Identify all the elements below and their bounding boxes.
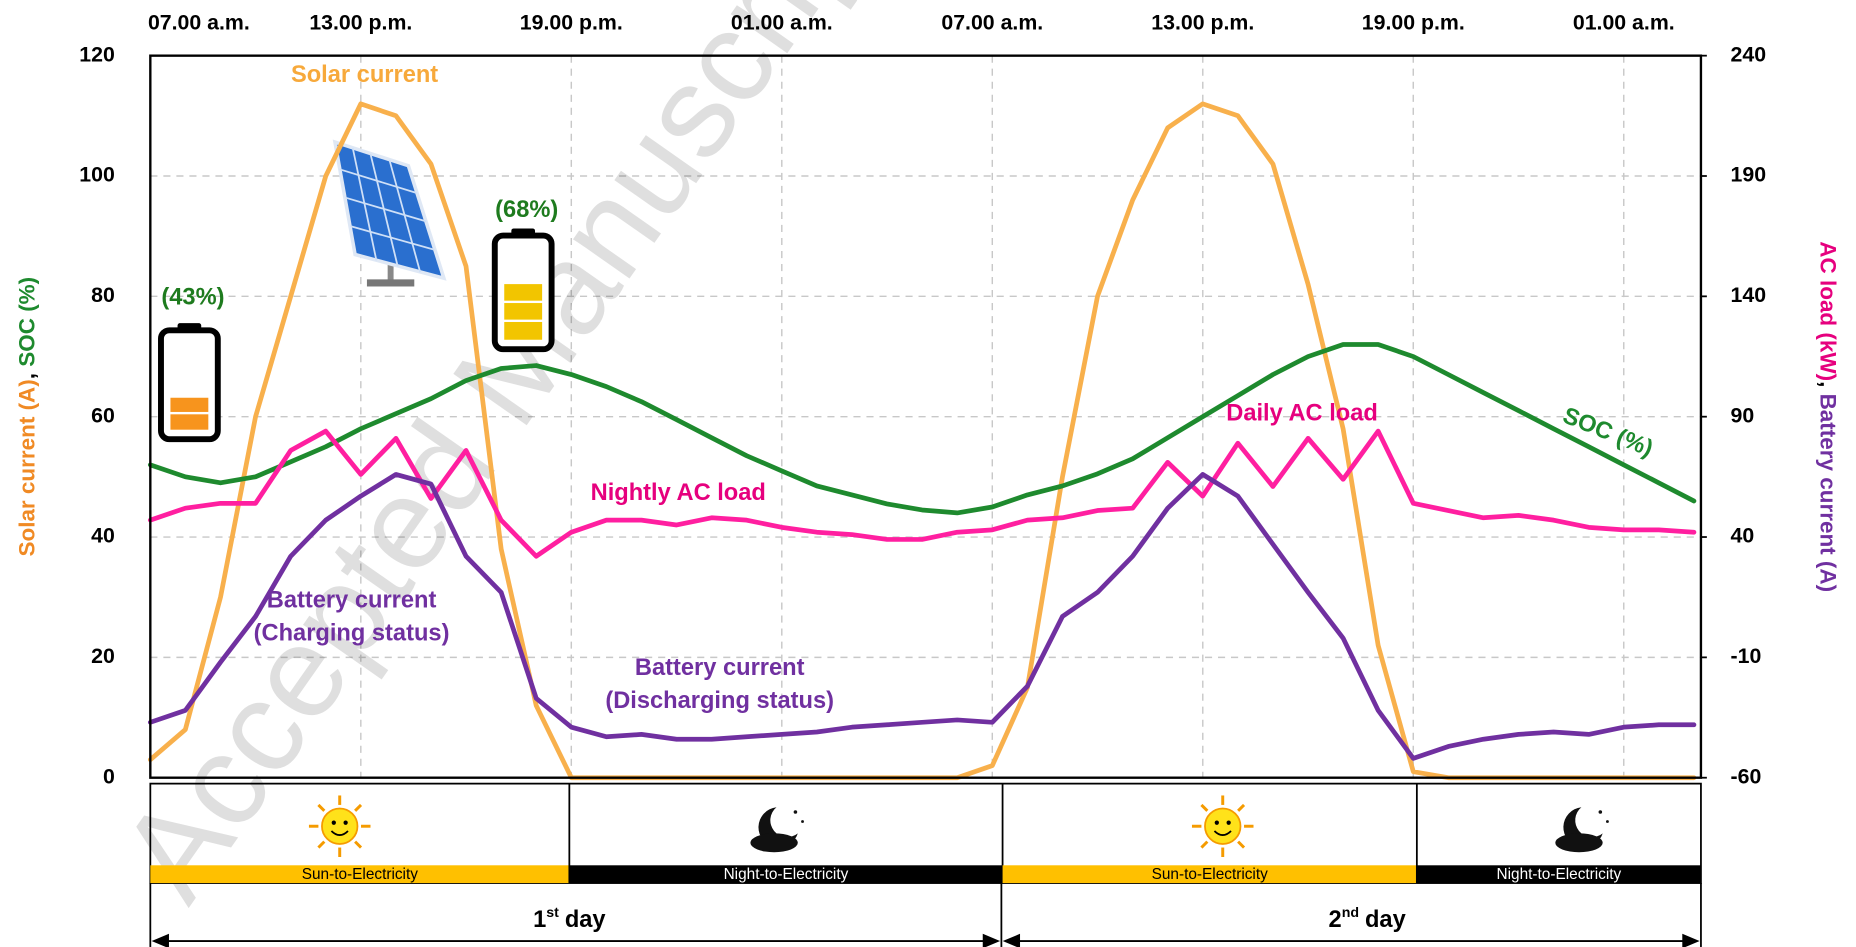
x-tick-label: 19.00 p.m. xyxy=(520,10,623,34)
axis-title-part: , xyxy=(1815,381,1840,393)
y2-tick-label: 190 xyxy=(1731,163,1767,187)
y2-tick-label: 240 xyxy=(1731,42,1767,66)
day-label-part: st xyxy=(546,905,559,921)
annotation: Nightly AC load xyxy=(591,480,766,506)
axis-title-part: , xyxy=(14,367,39,379)
y2-tick-label: -10 xyxy=(1731,644,1762,668)
annotation: (Charging status) xyxy=(254,621,450,647)
y-tick-label: 60 xyxy=(91,403,115,427)
day-label-part: 1 xyxy=(533,907,546,933)
day-label-part: day xyxy=(565,907,607,933)
axis-title: AC load (kW), Battery current (A) xyxy=(1815,241,1840,592)
phase-label: Night-to-Electricity xyxy=(724,866,849,883)
y-tick-label: 20 xyxy=(91,644,115,668)
day-label-part: nd xyxy=(1342,905,1359,921)
y-tick-label: 40 xyxy=(91,524,115,548)
annotation: (Discharging status) xyxy=(605,688,834,714)
x-tick-label: 19.00 p.m. xyxy=(1362,10,1465,34)
y2-tick-label: 140 xyxy=(1731,283,1767,307)
phase-label: Night-to-Electricity xyxy=(1497,866,1622,883)
annotation: Battery current xyxy=(267,588,437,614)
battery-icon xyxy=(495,228,552,349)
annotation: Solar current xyxy=(291,62,438,88)
x-tick-label: 07.00 a.m. xyxy=(941,10,1043,34)
annotation: (43%) xyxy=(161,285,224,311)
y2-tick-label: -60 xyxy=(1731,764,1762,788)
phase-label: Sun-to-Electricity xyxy=(302,866,419,883)
axis-title-part: Solar current (A) xyxy=(14,379,39,556)
axis-title-part: Battery current (A) xyxy=(1815,394,1840,593)
axis-title-part: AC load (kW) xyxy=(1815,241,1840,381)
chart: Accepted Manuscript Sun-to-ElectricityNi… xyxy=(0,0,1856,947)
annotation: (68%) xyxy=(495,197,558,223)
x-tick-label: 13.00 p.m. xyxy=(309,10,412,34)
y2-tick-label: 90 xyxy=(1731,403,1755,427)
x-tick-label: 13.00 p.m. xyxy=(1151,10,1254,34)
x-tick-label: 01.00 a.m. xyxy=(731,10,833,34)
x-tick-label: 01.00 a.m. xyxy=(1573,10,1675,34)
axis-title-part: SOC (%) xyxy=(14,277,39,367)
phase-label: Sun-to-Electricity xyxy=(1152,866,1269,883)
day-label-part: 2 xyxy=(1329,907,1342,933)
annotation: Battery current xyxy=(635,655,805,681)
day-label-part: day xyxy=(1365,907,1407,933)
y-tick-label: 100 xyxy=(79,163,115,187)
y2-tick-label: 40 xyxy=(1731,524,1755,548)
y-tick-label: 0 xyxy=(103,764,115,788)
annotation: Daily AC load xyxy=(1226,401,1378,427)
axis-title: Solar current (A), SOC (%) xyxy=(14,277,39,557)
y-tick-label: 80 xyxy=(91,283,115,307)
y-tick-label: 120 xyxy=(79,42,115,66)
x-tick-label: 07.00 a.m. xyxy=(148,10,250,34)
battery-icon xyxy=(161,323,218,439)
